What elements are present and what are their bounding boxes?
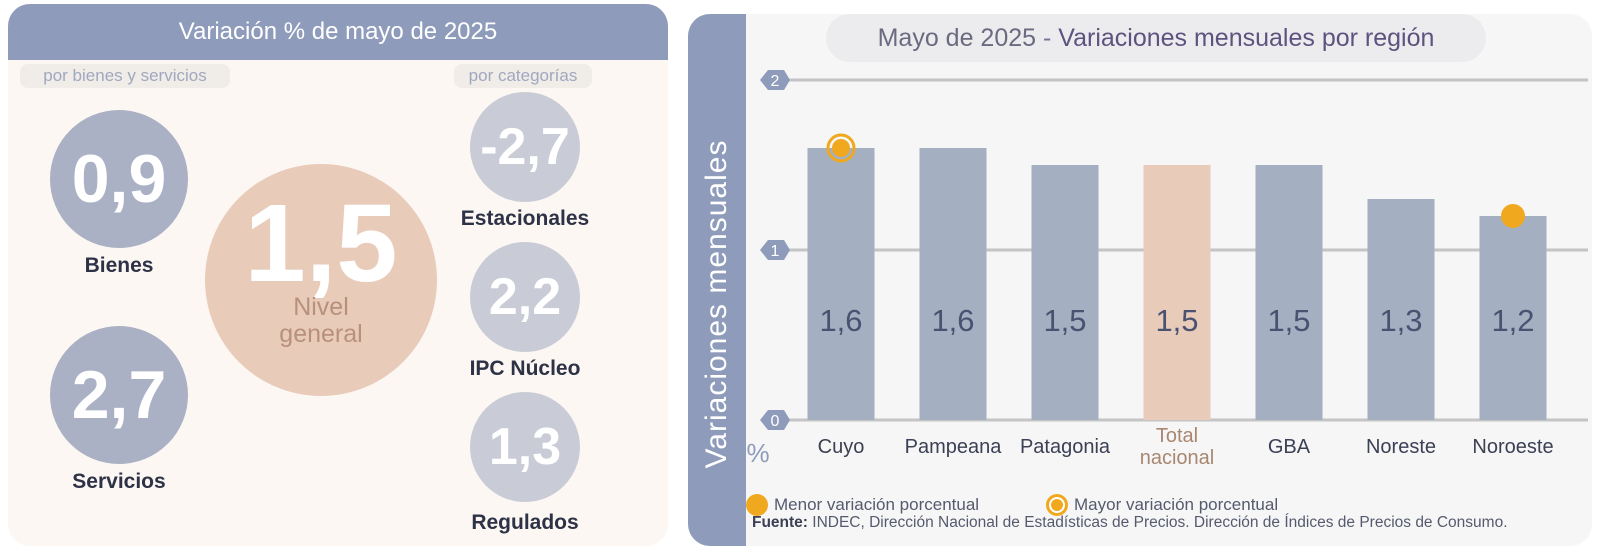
y-axis-band xyxy=(688,14,746,546)
bar xyxy=(1143,165,1211,420)
ipc-nucleo-value: 2,2 xyxy=(488,268,562,326)
legend-max: Mayor variación porcentual xyxy=(1046,494,1278,516)
legend-max-label: Mayor variación porcentual xyxy=(1074,495,1279,514)
bar-value-label: 1,5 xyxy=(1043,303,1086,338)
markers-layer xyxy=(826,133,1525,228)
bar xyxy=(1367,199,1435,420)
bienes-label: Bienes xyxy=(84,254,154,277)
estacionales-value: -2,7 xyxy=(480,118,570,176)
bars-layer xyxy=(807,148,1547,420)
nivel-general-label-1: Nivel xyxy=(293,293,349,321)
category-label: nacional xyxy=(1140,447,1215,469)
bar-value-label: 1,6 xyxy=(931,303,974,338)
regional-chart-panel: Variaciones mensuales Mayo de 2025 - Var… xyxy=(688,14,1592,546)
chart-title-date: Mayo de 2025 xyxy=(877,23,1037,52)
regulados-value: 1,3 xyxy=(488,418,562,476)
legend-min: Menor variación porcentual xyxy=(746,494,979,516)
bar-value-label: 1,6 xyxy=(819,303,862,338)
bar-value-label: 1,2 xyxy=(1491,303,1534,338)
chart-title: Mayo de 2025 - Variaciones mensuales por… xyxy=(826,14,1486,62)
labels-layer: 1,6 Cuyo 1,6 Pampeana 1,5 Patagonia 1,5 Totalna… xyxy=(818,303,1554,469)
regulados-label: Regulados xyxy=(471,511,579,534)
y-tick-label: 0 xyxy=(771,413,780,430)
regulados-circle: 1,3 xyxy=(470,392,580,502)
bienes-value: 0,9 xyxy=(71,141,167,217)
chart-title-separator: - xyxy=(1036,23,1059,52)
servicios-value: 2,7 xyxy=(71,357,167,433)
y-tick-badge xyxy=(760,410,790,430)
chart-title-subject: Variaciones mensuales por región xyxy=(1058,23,1435,52)
bar xyxy=(1031,165,1099,420)
category-label: Patagonia xyxy=(1020,436,1111,458)
estacionales-label: Estacionales xyxy=(460,207,590,230)
bar-value-label: 1,3 xyxy=(1379,303,1422,338)
source-label: Fuente: xyxy=(752,514,808,531)
legend-min-label: Menor variación porcentual xyxy=(774,495,980,514)
max-marker-ring xyxy=(826,133,856,163)
min-marker-icon xyxy=(746,494,768,516)
y-unit-label: % xyxy=(746,438,769,468)
min-marker xyxy=(1501,204,1525,228)
y-tick-label: 1 xyxy=(771,243,780,260)
servicios-label: Servicios xyxy=(72,470,166,493)
bar-value-label: 1,5 xyxy=(1267,303,1310,338)
y-tick-badge xyxy=(760,70,790,90)
ipc-nucleo-label: IPC Núcleo xyxy=(469,357,581,380)
summary-title: Variación % de mayo de 2025 xyxy=(8,4,668,60)
max-marker-icon xyxy=(1046,494,1068,516)
estacionales-circle: -2,7 xyxy=(470,92,580,202)
source-note: Fuente: INDEC, Dirección Nacional de Est… xyxy=(752,514,1508,532)
nivel-general-value: 1,5 xyxy=(244,182,398,305)
summary-panel: Variación % de mayo de 2025 por bienes y… xyxy=(8,4,668,546)
bar xyxy=(919,148,987,420)
bar xyxy=(807,148,875,420)
servicios-circle: 2,7 xyxy=(50,326,188,464)
bar xyxy=(1479,216,1547,420)
category-label: Noroeste xyxy=(1472,436,1553,458)
category-label: Cuyo xyxy=(818,436,865,458)
bar-chart: 0 1 2% 1,6 Cuyo 1,6 Pampeana 1,5 Patagonia 1,5 To… xyxy=(746,70,1588,469)
y-tick-label: 2 xyxy=(771,73,780,90)
y-tick-badge xyxy=(760,240,790,260)
y-axis-title: Variaciones mensuales xyxy=(700,139,733,469)
pill-categories: por categorías xyxy=(454,64,592,88)
source-text: INDEC, Dirección Nacional de Estadística… xyxy=(807,514,1508,531)
category-label: Total xyxy=(1156,425,1198,447)
category-label: Pampeana xyxy=(905,436,1003,458)
nivel-general-circle: 1,5 Nivel general xyxy=(205,164,437,396)
category-label: GBA xyxy=(1268,436,1311,458)
bar xyxy=(1255,165,1323,420)
bar-value-label: 1,5 xyxy=(1155,303,1198,338)
max-marker xyxy=(832,139,850,157)
ipc-nucleo-circle: 2,2 xyxy=(470,242,580,352)
bienes-circle: 0,9 xyxy=(50,110,188,248)
category-label: Noreste xyxy=(1366,436,1436,458)
nivel-general-label-2: general xyxy=(279,320,363,348)
pill-goods-services: por bienes y servicios xyxy=(20,64,230,88)
